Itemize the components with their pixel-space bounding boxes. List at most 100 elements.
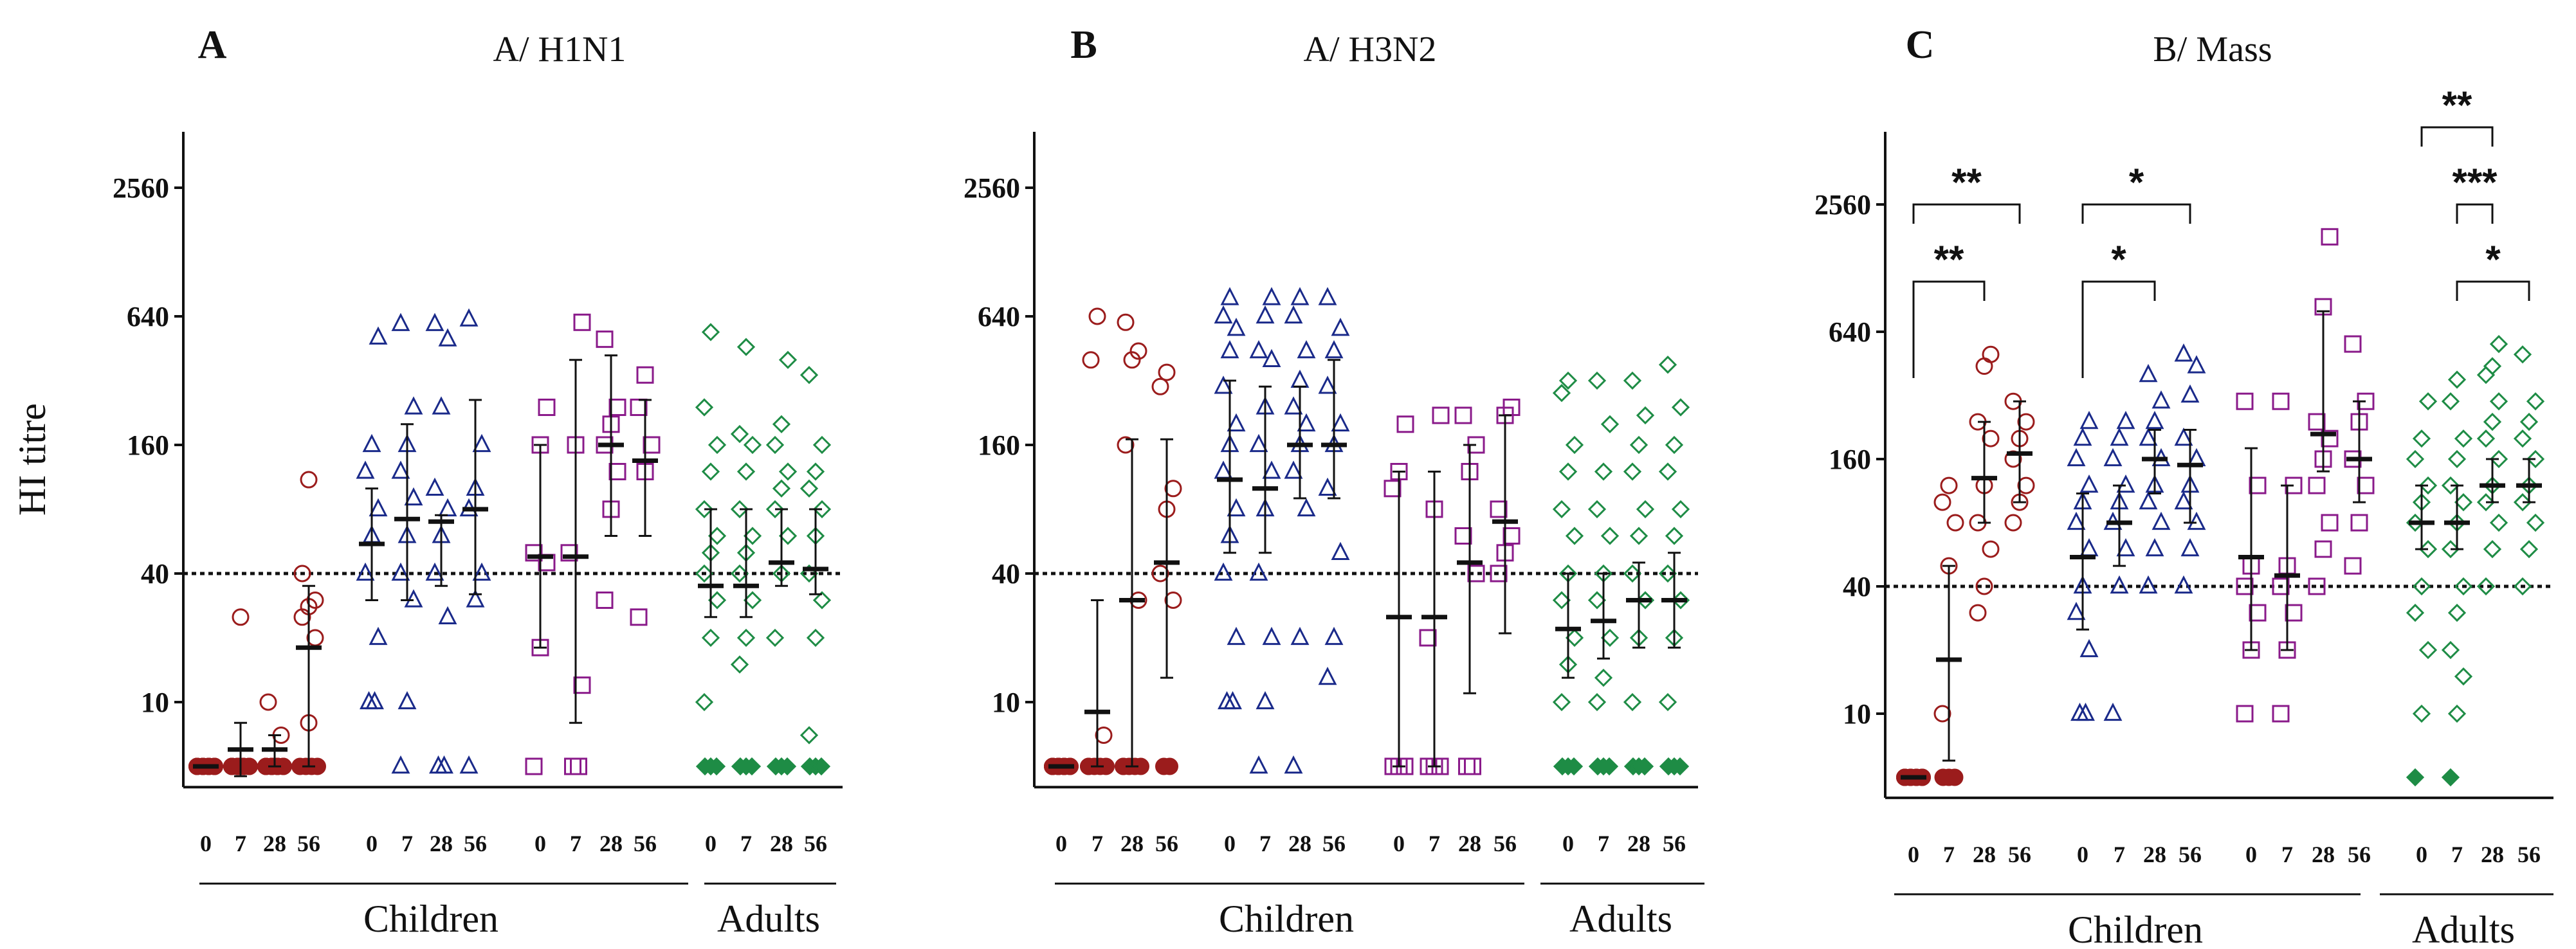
data-point [778,757,797,776]
data-point [2139,491,2158,510]
data-point [1161,757,1178,775]
data-point [2412,429,2431,448]
data-point [300,471,318,489]
data-point [1324,339,1344,359]
data-point [2017,476,2035,494]
data-point [1600,628,1620,647]
data-point [2017,413,2035,431]
x-tick-label: 7 [1259,831,1271,856]
data-point [2412,577,2431,596]
data-point [1558,462,1578,481]
data-point [2116,410,2135,429]
data-point [1671,591,1690,610]
data-point [2441,640,2460,660]
x-tick-label: 56 [2008,842,2031,867]
y-tick-label: 160 [978,429,1020,461]
y-tick-label: 10 [141,687,169,718]
x-tick-label: 56 [1494,831,1517,856]
significance-bracket [2081,203,2191,224]
group-label: Adults [717,898,820,940]
data-point [391,312,410,331]
data-point [2174,491,2193,510]
data-point [1158,363,1176,381]
y-axis-label: HI titre [11,403,53,516]
data-point [2519,539,2539,559]
data-point [2454,429,2473,448]
data-point [2418,539,2438,559]
data-point [1290,626,1310,646]
data-point [2067,447,2086,467]
data-point [2308,413,2326,431]
data-point [1969,604,1987,622]
data-point [1565,527,1584,545]
x-tick-label: 28 [1973,842,1996,867]
data-point [1284,396,1303,415]
data-point [466,589,485,608]
data-point [1082,351,1100,369]
data-point [1623,692,1642,712]
panel-title: A/ H3N2 [1304,30,1437,69]
data-point [2139,575,2158,594]
significance-bracket [2456,203,2494,224]
data-point [1458,757,1475,775]
x-tick-label: 0 [366,831,378,856]
data-point [2526,513,2545,532]
data-point [1552,384,1571,402]
data-point [1600,527,1620,545]
data-point [1636,500,1655,519]
data-point [1982,345,2000,363]
data-point [2180,538,2200,557]
data-point [1636,406,1655,425]
data-point [1262,626,1281,646]
y-tick-label: 160 [1829,444,1871,475]
significance-label: ** [1951,161,1982,204]
data-point [2145,410,2164,429]
data-point [404,589,423,608]
data-point [2079,638,2099,658]
data-point [1223,691,1242,710]
data-point [806,462,825,481]
data-point [1490,500,1508,518]
data-point [2513,345,2532,364]
significance-bracket [2456,280,2530,301]
panel-title: A/ H1N1 [493,30,626,69]
y-tick-label: 40 [1843,571,1871,602]
significance-bracket [2420,126,2494,147]
data-point [1256,305,1275,324]
data-point [1464,757,1481,775]
data-point [1095,726,1113,744]
data-point [2519,412,2539,431]
x-tick-label: 7 [1598,831,1609,856]
x-tick-label: 0 [534,831,546,856]
data-point [391,460,410,479]
data-point [2447,449,2467,469]
x-tick-label: 7 [2451,842,2463,867]
data-point [1564,757,1584,776]
x-tick-label: 7 [2281,842,2293,867]
x-tick-label: 7 [570,831,581,856]
data-point [695,500,714,519]
significance-label: * [2129,161,2144,204]
data-point [1227,318,1246,336]
data-point [799,366,819,384]
data-point [772,479,791,498]
data-point [708,591,727,610]
data-point [2110,575,2129,594]
data-point [560,544,578,562]
data-point [1284,305,1303,324]
data-point [708,435,727,455]
data-point [2079,410,2099,429]
x-tick-label: 0 [200,831,212,856]
x-tick-label: 56 [634,831,657,856]
data-point [432,396,451,415]
data-point [1220,287,1239,305]
x-tick-label: 28 [1288,831,1311,856]
data-point [1623,564,1642,583]
data-point [1331,541,1350,560]
data-point [564,757,581,775]
data-point [2350,514,2368,532]
x-tick-label: 28 [1458,831,1481,856]
data-point [630,608,648,626]
data-point [2441,392,2460,411]
